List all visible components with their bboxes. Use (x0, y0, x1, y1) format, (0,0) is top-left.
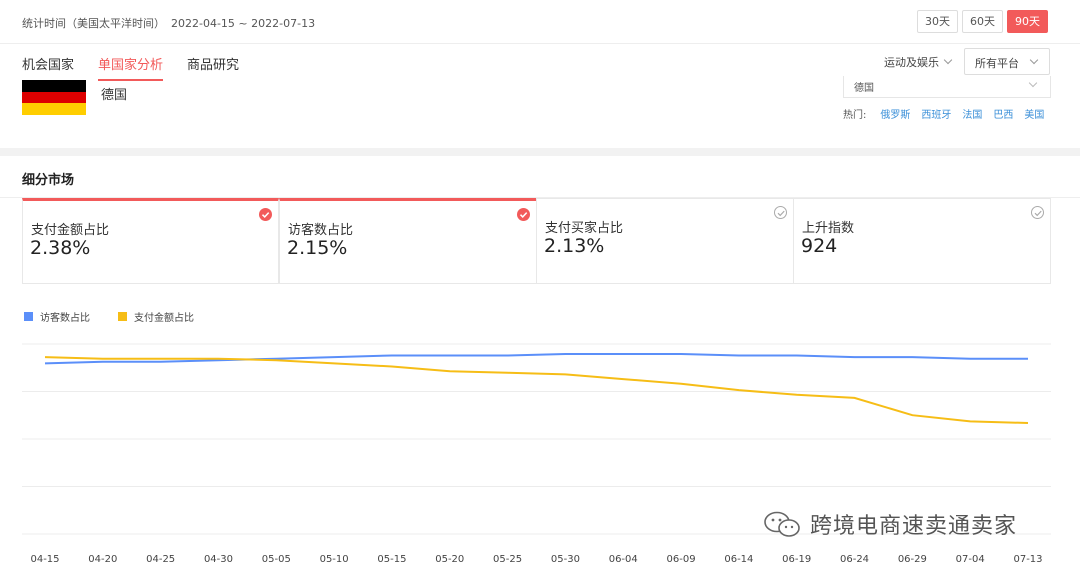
unchecked-icon (774, 206, 787, 219)
metric-value: 2.38% (30, 237, 91, 259)
range-30-button[interactable]: 30天 (917, 10, 958, 33)
metric-card-payment-amount[interactable]: 支付金额占比 2.38% (22, 198, 279, 284)
chevron-down-icon (943, 55, 953, 65)
legend-item-payment[interactable]: 支付金额占比 (118, 309, 194, 324)
range-60-button[interactable]: 60天 (962, 10, 1003, 33)
platform-dropdown[interactable]: 所有平台 (964, 48, 1050, 75)
series-line-payment (44, 356, 1029, 424)
wechat-icon (764, 511, 800, 537)
range-switch: 30天 60天 90天 (917, 10, 1048, 33)
metric-label: 上升指数 (802, 221, 855, 236)
x-tick-label: 06-04 (609, 554, 638, 565)
unchecked-icon (1031, 206, 1044, 219)
metric-label: 支付买家占比 (545, 221, 624, 236)
x-tick-label: 07-04 (956, 554, 985, 565)
nav-tabs: 机会国家 单国家分析 商品研究 (22, 54, 239, 81)
chevron-down-icon (1029, 55, 1039, 65)
hot-label: 热门: (843, 110, 867, 121)
hot-link-france[interactable]: 法国 (962, 110, 983, 121)
legend-label: 访客数占比 (40, 313, 90, 324)
legend-swatch (24, 312, 33, 321)
category-value: 运动及娱乐 (884, 56, 939, 69)
metric-card-visitors[interactable]: 访客数占比 2.15% (279, 198, 537, 284)
tab-opportunity-countries[interactable]: 机会国家 (22, 58, 75, 73)
x-tick-label: 04-20 (88, 554, 117, 565)
stat-time-label: 统计时间（美国太平洋时间） (22, 17, 165, 30)
tab-single-country[interactable]: 单国家分析 (98, 54, 164, 81)
germany-flag-icon (22, 80, 86, 115)
segment-market-panel: 细分市场 支付金额占比 2.38% 访客数占比 2.15% 支付买家占比 2.1… (0, 156, 1080, 571)
flag-stripe-black (22, 80, 86, 92)
hot-link-usa[interactable]: 美国 (1024, 110, 1045, 121)
flag-stripe-red (22, 91, 86, 104)
watermark: 跨境电商速卖通卖家 (762, 508, 1017, 540)
metric-value: 924 (801, 235, 838, 257)
country-name: 德国 (101, 88, 128, 103)
metric-label: 支付金额占比 (31, 223, 110, 238)
watermark-text: 跨境电商速卖通卖家 (810, 514, 1018, 539)
x-tick-label: 06-29 (898, 554, 927, 565)
legend-item-visitors[interactable]: 访客数占比 (24, 309, 90, 324)
chevron-down-icon (1028, 78, 1038, 88)
x-tick-label: 05-30 (551, 554, 580, 565)
stat-time: 统计时间（美国太平洋时间） 2022-04-15 ~ 2022-07-13 (22, 15, 315, 31)
range-90-button[interactable]: 90天 (1007, 10, 1048, 33)
country-select-value: 德国 (854, 83, 874, 94)
x-tick-label: 06-19 (782, 554, 811, 565)
series-line-visitors (44, 353, 1028, 365)
checked-icon (517, 208, 530, 221)
tab-product-research[interactable]: 商品研究 (187, 58, 240, 73)
x-tick-label: 04-15 (30, 554, 59, 565)
metric-label: 访客数占比 (288, 223, 354, 238)
category-dropdown[interactable]: 运动及娱乐 (884, 54, 953, 70)
x-tick-label: 06-24 (840, 554, 869, 565)
flag-stripe-gold (22, 103, 86, 115)
x-tick-label: 05-10 (320, 554, 349, 565)
hot-link-brazil[interactable]: 巴西 (993, 110, 1014, 121)
x-tick-label: 05-05 (262, 554, 291, 565)
trend-chart: 04-15 04-20 04-25 04-30 05-05 05-10 05-15 05-20… (22, 343, 1051, 565)
hot-link-spain[interactable]: 西班牙 (921, 110, 952, 121)
stat-time-row: 统计时间（美国太平洋时间） 2022-04-15 ~ 2022-07-13 30天… (0, 0, 1080, 44)
metric-value: 2.13% (544, 235, 605, 257)
country-dropdown[interactable]: 德国 (843, 76, 1051, 98)
legend-swatch (118, 312, 127, 321)
x-tick-label: 05-15 (377, 554, 406, 565)
x-tick-label: 04-25 (146, 554, 175, 565)
hot-link-russia[interactable]: 俄罗斯 (880, 110, 911, 121)
x-tick-label: 04-30 (204, 554, 233, 565)
filter-panel: 统计时间（美国太平洋时间） 2022-04-15 ~ 2022-07-13 30天… (0, 0, 1080, 148)
x-tick-label: 05-20 (435, 554, 464, 565)
chart-legend: 访客数占比 支付金额占比 (24, 309, 194, 324)
platform-value: 所有平台 (975, 57, 1019, 70)
divider (0, 197, 1080, 198)
section-title: 细分市场 (22, 173, 75, 188)
x-tick-label: 05-25 (493, 554, 522, 565)
hot-countries: 热门: 俄罗斯 西班牙 法国 巴西 美国 (843, 106, 1044, 121)
metric-value: 2.15% (287, 237, 348, 259)
legend-label: 支付金额占比 (134, 313, 194, 324)
metric-card-rising-index[interactable]: 上升指数 924 (793, 198, 1051, 284)
metric-card-buyers[interactable]: 支付买家占比 2.13% (536, 198, 794, 284)
x-tick-label: 07-13 (1013, 554, 1042, 565)
x-tick-label: 06-09 (667, 554, 696, 565)
stat-time-range: 2022-04-15 ~ 2022-07-13 (171, 17, 316, 30)
checked-icon (259, 208, 272, 221)
x-tick-label: 06-14 (724, 554, 753, 565)
